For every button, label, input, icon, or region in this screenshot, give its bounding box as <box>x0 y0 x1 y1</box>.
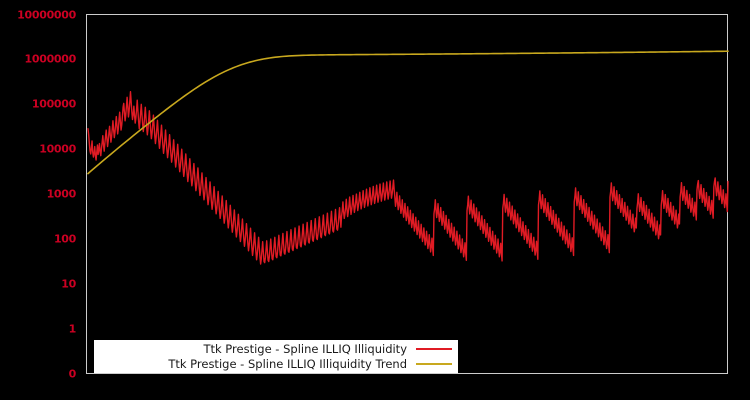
legend-swatch-illiquidity <box>416 348 452 350</box>
plot-area <box>86 14 728 374</box>
y-tick-label: 10000000 <box>17 8 76 21</box>
y-tick-label: 100 <box>53 232 76 246</box>
chart-legend: Ttk Prestige - Spline ILLIQ Illiquidity … <box>94 340 458 373</box>
series-line-0 <box>88 92 728 264</box>
y-tick-label: 100000 <box>31 97 76 111</box>
legend-label-illiquidity: Ttk Prestige - Spline ILLIQ Illiquidity <box>203 341 407 356</box>
y-tick-label: 1 <box>68 322 77 336</box>
series-line-1 <box>88 51 728 173</box>
legend-label-illiquidity-trend: Ttk Prestige - Spline ILLIQ Illiquidity … <box>168 356 407 371</box>
y-tick-label: 0 <box>68 367 77 380</box>
legend-item-illiquidity: Ttk Prestige - Spline ILLIQ Illiquidity <box>94 342 458 357</box>
legend-swatch-illiquidity-trend <box>416 363 452 365</box>
plot-svg <box>87 15 729 375</box>
legend-item-illiquidity-trend: Ttk Prestige - Spline ILLIQ Illiquidity … <box>94 357 458 372</box>
y-tick-label: 10 <box>61 277 76 291</box>
y-axis: 10000000 1000000 100000 10000 1000 100 10 1 0 <box>0 0 86 400</box>
y-tick-label: 10000 <box>39 142 76 156</box>
y-tick-label: 1000 <box>46 187 77 201</box>
y-tick-label: 1000000 <box>24 52 77 66</box>
